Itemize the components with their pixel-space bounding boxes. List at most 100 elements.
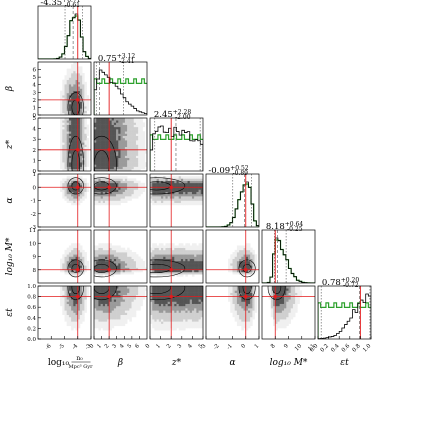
density-cell [79,90,83,94]
density-cell [288,294,292,298]
density-cell [100,252,104,255]
density-cell [62,308,65,311]
density-cell [109,314,112,318]
density-cell [187,292,191,296]
density-cell [122,189,126,192]
density-cell [82,178,85,181]
density-cell [156,319,160,322]
density-cell [60,122,63,125]
density-cell [135,182,139,186]
density-cell [252,267,255,271]
density-cell [120,144,124,148]
density-cell [68,137,72,141]
tick-label-alpha: -3 [199,343,207,351]
density-cell [131,153,135,156]
density-cell [189,180,193,184]
density-cell [68,97,72,100]
density-cell [243,297,247,300]
density-cell [109,126,112,130]
density-cell [127,144,130,148]
density-cell [111,178,115,181]
density-cell [163,260,166,264]
density-cell [62,164,65,167]
density-cell [96,180,99,184]
panel-frame [149,173,204,228]
density-cell [156,290,160,293]
density-cell [120,258,124,262]
density-cell [194,196,197,199]
density-cell [140,288,143,291]
summary-ns: -4.35+0.71 -0.61 [40,0,80,9]
density-cell [94,252,97,255]
density-cell [161,202,164,206]
density-cell [292,303,296,307]
truth-marker [273,295,277,299]
density-cell [275,327,278,331]
density-cell [111,252,115,255]
density-cell [243,265,247,268]
density-cell [102,269,106,273]
density-cell [116,245,119,248]
density-cell [247,305,251,309]
density-cell [140,153,143,156]
density-cell [156,200,160,204]
density-cell [158,189,162,192]
density-cell [102,202,106,206]
density-cell [150,301,153,304]
density-cell [66,189,70,192]
density-cell [64,166,68,170]
density-cell [165,323,168,327]
contour-line [267,286,286,301]
density-cell [120,155,124,159]
density-cell [124,146,128,150]
density-cell [286,290,289,293]
density-cell [75,196,79,199]
density-cell [152,314,155,318]
density-cell [122,267,126,271]
density-cell [94,189,97,192]
density-cell [79,305,83,309]
density-cell [98,164,101,167]
density-cell [113,245,117,248]
density-cell [120,126,124,130]
density-cell [131,310,135,313]
density-cell [79,200,83,204]
density-cell [234,308,238,311]
density-cell [94,260,97,264]
density-cell [102,252,106,255]
density-cell [66,137,70,141]
density-cell [150,256,153,260]
contour-line [242,286,252,294]
contour-line [238,286,256,301]
density-cell [243,325,247,329]
panel-frame [149,229,204,284]
density-cell [96,137,99,141]
density-cell [68,126,72,130]
density-cell [122,310,126,313]
density-cell [75,133,79,136]
density-cell [66,178,70,181]
density-cell [73,86,76,89]
density-cell [96,168,99,171]
density-cell [158,292,162,296]
tick-label-et: 0.0 [27,337,36,343]
density-cell [194,265,197,268]
density-cell [198,314,202,318]
density-cell [64,108,68,111]
density-cell [102,162,106,165]
density-cell [270,299,274,302]
density-cell [64,260,68,264]
density-cell [286,303,289,307]
density-cell [120,314,124,318]
density-cell [71,84,74,87]
density-cell [200,321,203,324]
density-cell [138,288,141,291]
density-cell [109,327,112,331]
density-cell [79,66,83,69]
density-cell [84,263,87,266]
density-cell [196,185,199,188]
density-cell [176,260,180,264]
density-cell [109,254,112,257]
density-cell [167,294,171,298]
density-cell [127,189,130,192]
